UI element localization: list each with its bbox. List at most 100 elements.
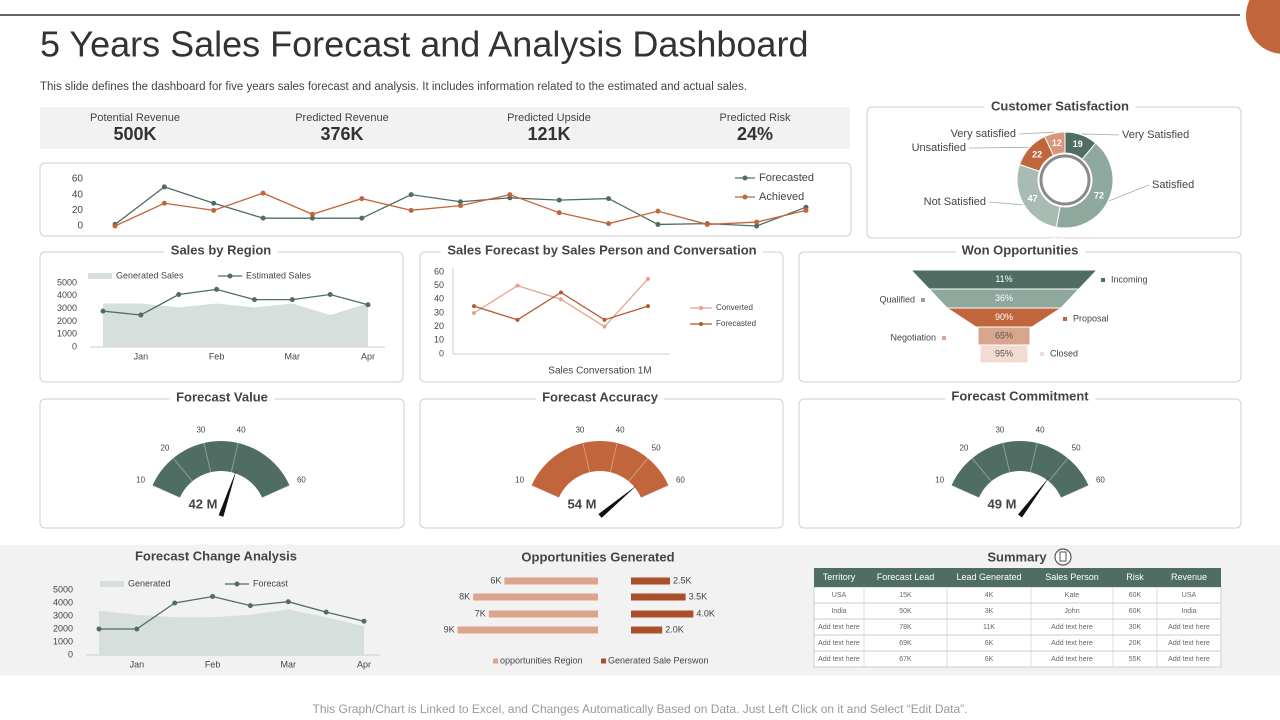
point	[260, 190, 266, 196]
y-tick-label: 4000	[53, 597, 73, 607]
y-tick-label: 5000	[53, 584, 73, 594]
point	[655, 221, 661, 227]
point	[112, 223, 118, 229]
tick-label: 40	[1036, 425, 1045, 434]
point	[134, 626, 140, 632]
kpi-label: Potential Revenue	[90, 112, 180, 124]
column-header: Territory	[823, 572, 856, 582]
category-label: Not Satisfied	[924, 196, 986, 208]
table-cell: 50K	[899, 608, 912, 615]
x-tick-label: Apr	[361, 351, 375, 361]
table-cell: Add text here	[1168, 624, 1210, 631]
bar	[504, 577, 598, 585]
legend-marker	[1040, 352, 1044, 356]
table-header	[814, 568, 1221, 587]
table-cell: Add text here	[1168, 656, 1210, 663]
needle	[598, 484, 638, 518]
bar	[473, 593, 598, 601]
tick-mark	[1029, 442, 1038, 473]
point	[458, 199, 463, 205]
funnel-segment	[945, 307, 1063, 328]
point	[210, 594, 216, 599]
point	[559, 290, 563, 295]
y-tick-label: 1000	[53, 636, 73, 646]
point	[211, 200, 217, 206]
tick-mark	[1048, 457, 1069, 482]
legend-marker	[699, 322, 703, 326]
funnel-segment	[977, 326, 1031, 346]
y-tick-label: 40	[434, 294, 444, 304]
tick-label: 40	[237, 425, 246, 434]
point	[515, 317, 520, 322]
value-label: 95%	[995, 348, 1013, 358]
legend-marker	[742, 194, 748, 200]
gauge-arc	[531, 441, 669, 498]
table-cell: Add text here	[1051, 624, 1093, 631]
tick-mark	[609, 442, 618, 473]
table-body	[813, 586, 1222, 668]
point	[408, 192, 414, 198]
kpi-value: 24%	[737, 124, 773, 144]
point	[161, 200, 167, 206]
column-header: Sales Person	[1045, 572, 1099, 582]
point	[408, 207, 414, 213]
legend-marker	[742, 175, 748, 181]
x-tick-label: Mar	[281, 659, 297, 669]
needle	[1018, 476, 1050, 518]
tick-mark	[531, 485, 560, 499]
summary-icon	[1059, 551, 1067, 562]
leader-line	[1109, 184, 1150, 202]
value-label: 11%	[995, 274, 1012, 284]
corner-decoration	[1246, 0, 1280, 54]
point	[161, 184, 167, 190]
leader-line	[988, 201, 1023, 206]
table-cell: Kate	[1065, 592, 1080, 599]
value-label: 2.5K	[673, 575, 692, 585]
point	[309, 215, 315, 221]
tick-label: 60	[1096, 475, 1105, 484]
donut-slice	[1055, 142, 1114, 229]
value-label: 4.0K	[696, 608, 715, 618]
tick-mark	[582, 442, 591, 473]
line	[99, 595, 365, 630]
table-cell: 20K	[1129, 640, 1142, 647]
tick-label: 50	[1072, 443, 1081, 452]
tick-label: 60	[676, 475, 685, 484]
panel-title: Customer Satisfaction	[991, 98, 1129, 113]
tick-label: 40	[616, 425, 625, 434]
value-label: 8K	[459, 591, 470, 601]
table-cell: Add text here	[1051, 640, 1093, 647]
panel-title: Opportunities Generated	[521, 549, 674, 564]
table-cell: Add text here	[818, 640, 860, 647]
tick-mark	[1002, 442, 1011, 473]
tick-mark	[172, 457, 193, 482]
point	[361, 618, 367, 624]
table-cell: USA	[1182, 592, 1197, 599]
line	[102, 288, 369, 316]
value-label: 90%	[995, 312, 1013, 322]
y-tick-label: 60	[434, 266, 444, 276]
point	[138, 312, 144, 318]
category-label: Proposal	[1073, 313, 1109, 323]
kpi-value: 500K	[113, 124, 156, 144]
leader-line	[968, 146, 1029, 149]
panel-title: Forecast Commitment	[951, 388, 1089, 403]
table-cell: Add text here	[1051, 656, 1093, 663]
y-tick-label: 0	[72, 341, 77, 351]
table-cell: 69K	[899, 640, 912, 647]
donut-ring	[1039, 154, 1091, 206]
table-cell: 60K	[1129, 608, 1142, 615]
tick-mark	[1060, 485, 1089, 499]
table-cell: Add text here	[818, 656, 860, 663]
table-cell: 11K	[983, 624, 995, 631]
value-label: 36%	[995, 293, 1013, 303]
point	[285, 599, 291, 605]
legend-label: Generated	[128, 578, 171, 588]
point	[359, 196, 365, 202]
gauge-value: 49 M	[988, 496, 1017, 511]
y-tick-label: 0	[68, 649, 73, 659]
gauge-value: 54 M	[568, 496, 597, 511]
point	[458, 203, 463, 209]
point	[472, 311, 476, 315]
x-tick-label: Feb	[205, 659, 221, 669]
